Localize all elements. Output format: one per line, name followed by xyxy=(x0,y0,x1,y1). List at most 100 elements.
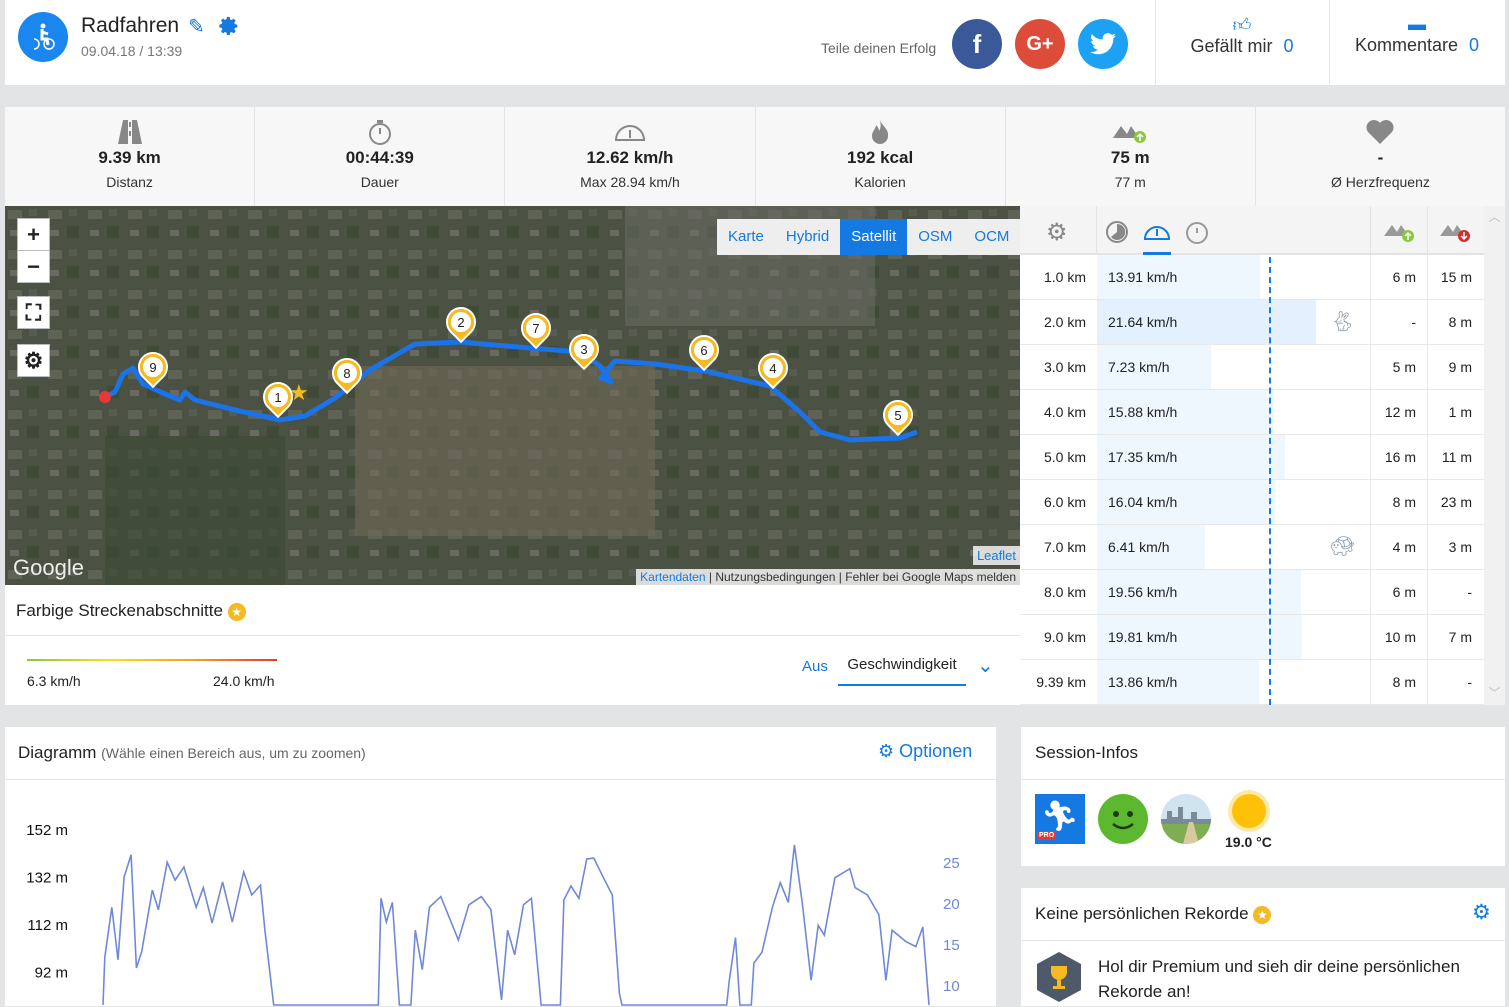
split-row[interactable]: 8.0 km 19.56 km/h 6 m - xyxy=(1020,570,1484,615)
diagram-hint: (Wähle einen Bereich aus, um zu zoomen) xyxy=(101,745,366,761)
layer-satellit[interactable]: Satellit xyxy=(840,219,908,255)
attribution-report-error[interactable]: Fehler bei Google Maps melden xyxy=(845,570,1016,584)
split-km: 7.0 km xyxy=(1043,539,1086,555)
start-point xyxy=(99,391,111,403)
google-plus-icon[interactable]: G+ xyxy=(1015,19,1065,69)
records-premium-text[interactable]: Hol dir Premium und sieh dir deine persö… xyxy=(1098,957,1460,1001)
finish-flag-icon: ★ xyxy=(289,380,309,405)
split-row[interactable]: 6.0 km 16.04 km/h 8 m 23 m xyxy=(1020,480,1484,525)
trophy-icon xyxy=(1035,952,1083,1007)
diagram-options-button[interactable]: ⚙ Optionen xyxy=(878,741,972,762)
fullscreen-icon[interactable]: ⛶ xyxy=(17,296,50,329)
divider xyxy=(5,635,1020,636)
split-speed: 7.23 km/h xyxy=(1108,359,1170,375)
layer-karte[interactable]: Karte xyxy=(728,228,764,245)
attribution-map-data[interactable]: Kartendaten xyxy=(640,570,706,584)
elevation-axis-tick: 132 m xyxy=(26,870,68,887)
zoom-in-button[interactable]: + xyxy=(17,218,50,251)
route-overlay xyxy=(99,339,918,443)
split-row[interactable]: 7.0 km 6.41 km/h 🐢︎ 4 m 3 m xyxy=(1020,525,1484,570)
split-elevation-gain: 10 m xyxy=(1384,629,1416,645)
pro-badge: PRO xyxy=(1037,831,1057,840)
zoom-out-button[interactable]: − xyxy=(17,250,50,283)
chevron-down-icon[interactable]: ⌄ xyxy=(977,655,994,677)
split-row[interactable]: 3.0 km 7.23 km/h 5 m 9 m xyxy=(1020,345,1484,390)
layer-switcher: Karte Hybrid Satellit OSM OCM xyxy=(717,219,1020,255)
colored-sections-off[interactable]: Aus xyxy=(802,658,828,675)
layer-osm[interactable]: OSM xyxy=(918,228,953,245)
stat-value: 9.39 km xyxy=(98,148,161,167)
like-count: 0 xyxy=(1283,36,1294,56)
layer-hybrid[interactable]: Hybrid xyxy=(785,228,830,245)
pace-icon[interactable] xyxy=(1105,220,1129,247)
splits-scrollbar[interactable]: ︿ ﹀ xyxy=(1484,206,1505,705)
road-icon xyxy=(5,119,254,145)
km-marker-label: 2 xyxy=(448,309,474,335)
duration-stopwatch-icon[interactable] xyxy=(1185,220,1209,247)
diagram-header: Diagramm (Wähle einen Bereich aus, um zu… xyxy=(5,727,996,780)
split-speed-bar xyxy=(1097,570,1301,614)
divider xyxy=(1155,0,1156,85)
elevation-gain-icon[interactable] xyxy=(1384,220,1418,245)
split-km: 4.0 km xyxy=(1043,404,1086,420)
average-speed-line xyxy=(1269,257,1271,705)
records-gear-icon[interactable]: ⚙ xyxy=(1472,901,1491,924)
split-row[interactable]: 2.0 km 21.64 km/h 🐇︎ - 8 m xyxy=(1020,300,1484,345)
splits-header: ⚙ xyxy=(1020,206,1484,255)
leaflet-link[interactable]: Leaflet xyxy=(972,546,1020,565)
stat-heart-rate: - Ø Herzfrequenz xyxy=(1256,107,1505,206)
split-row[interactable]: 5.0 km 17.35 km/h 16 m 11 m xyxy=(1020,435,1484,480)
map-settings-gear-icon[interactable]: ⚙ xyxy=(17,344,50,377)
elevation-loss-icon[interactable] xyxy=(1440,220,1474,245)
split-elevation-loss: 23 m xyxy=(1440,494,1472,510)
map-attribution: Kartendaten | Nutzungsbedingungen | Fehl… xyxy=(636,569,1020,585)
layer-ocm[interactable]: OCM xyxy=(974,228,1010,245)
attribution-terms[interactable]: Nutzungsbedingungen xyxy=(715,570,836,584)
comments-button[interactable]: ▬ Kommentare 0 xyxy=(1329,14,1505,56)
stat-distance: 9.39 km Distanz xyxy=(5,107,256,206)
split-elevation-loss: 8 m xyxy=(1448,314,1472,330)
split-km: 8.0 km xyxy=(1043,584,1086,600)
stat-label: 77 m xyxy=(1114,174,1146,190)
split-elevation-gain: 4 m xyxy=(1392,539,1416,555)
twitter-icon[interactable] xyxy=(1078,19,1128,69)
route-line xyxy=(103,339,918,443)
split-row[interactable]: 9.0 km 19.81 km/h 10 m 7 m xyxy=(1020,615,1484,660)
scroll-down-icon[interactable]: ﹀ xyxy=(1488,686,1501,700)
facebook-icon[interactable]: f xyxy=(952,19,1002,69)
scroll-up-icon[interactable]: ︿ xyxy=(1488,210,1501,224)
split-elevation-gain: 12 m xyxy=(1384,404,1416,420)
hare-icon: 🐇︎ xyxy=(1330,311,1356,333)
table-settings-gear-icon[interactable]: ⚙ xyxy=(1046,219,1068,246)
split-speed-bar xyxy=(1097,255,1260,299)
split-row[interactable]: 1.0 km 13.91 km/h 6 m 15 m xyxy=(1020,255,1484,300)
stat-calories: 192 kcal Kalorien xyxy=(756,107,1006,206)
split-elevation-loss: 7 m xyxy=(1448,629,1472,645)
elevation-speed-chart[interactable]: 152 m 132 m 112 m 92 m 25 20 15 10 xyxy=(5,727,996,1006)
records-title: Keine persönlichen Rekorde xyxy=(1035,904,1249,923)
gear-icon[interactable] xyxy=(218,15,240,42)
split-speed-bar xyxy=(1097,300,1316,344)
stat-value: 192 kcal xyxy=(847,148,914,167)
split-speed-bar xyxy=(1097,345,1212,389)
speed-tab-speedometer-icon[interactable] xyxy=(1143,220,1171,255)
sun-icon xyxy=(1232,794,1266,828)
colored-sections-select[interactable]: Geschwindigkeit xyxy=(838,648,966,686)
split-row[interactable]: 9.39 km 13.86 km/h 8 m - xyxy=(1020,660,1484,705)
route-map[interactable]: 1 2 3 4 5 6 7 8 9 ★ + − ⛶ ⚙ Karte Hybrid Satellit OS… xyxy=(5,206,1020,585)
diagram-panel: Diagramm (Wähle einen Bereich aus, um zu… xyxy=(5,727,996,1006)
split-row[interactable]: 4.0 km 15.88 km/h 12 m 1 m xyxy=(1020,390,1484,435)
stat-value: 12.62 km/h xyxy=(586,148,674,167)
split-speed: 17.35 km/h xyxy=(1108,449,1178,465)
split-elevation-gain: 6 m xyxy=(1392,269,1416,285)
speedometer-icon xyxy=(505,119,754,145)
like-button[interactable]: 👍︎ Gefällt mir 0 xyxy=(1155,14,1329,57)
stat-value: - xyxy=(1377,148,1384,167)
legend-max: 24.0 km/h xyxy=(213,673,275,689)
km-marker-label: 5 xyxy=(885,402,911,428)
speed-axis-tick: 25 xyxy=(943,855,960,872)
edit-pencil-icon[interactable]: ✎ xyxy=(188,16,205,38)
split-km: 9.39 km xyxy=(1036,674,1086,690)
split-speed-bar xyxy=(1097,615,1303,659)
cycling-icon xyxy=(18,12,68,62)
